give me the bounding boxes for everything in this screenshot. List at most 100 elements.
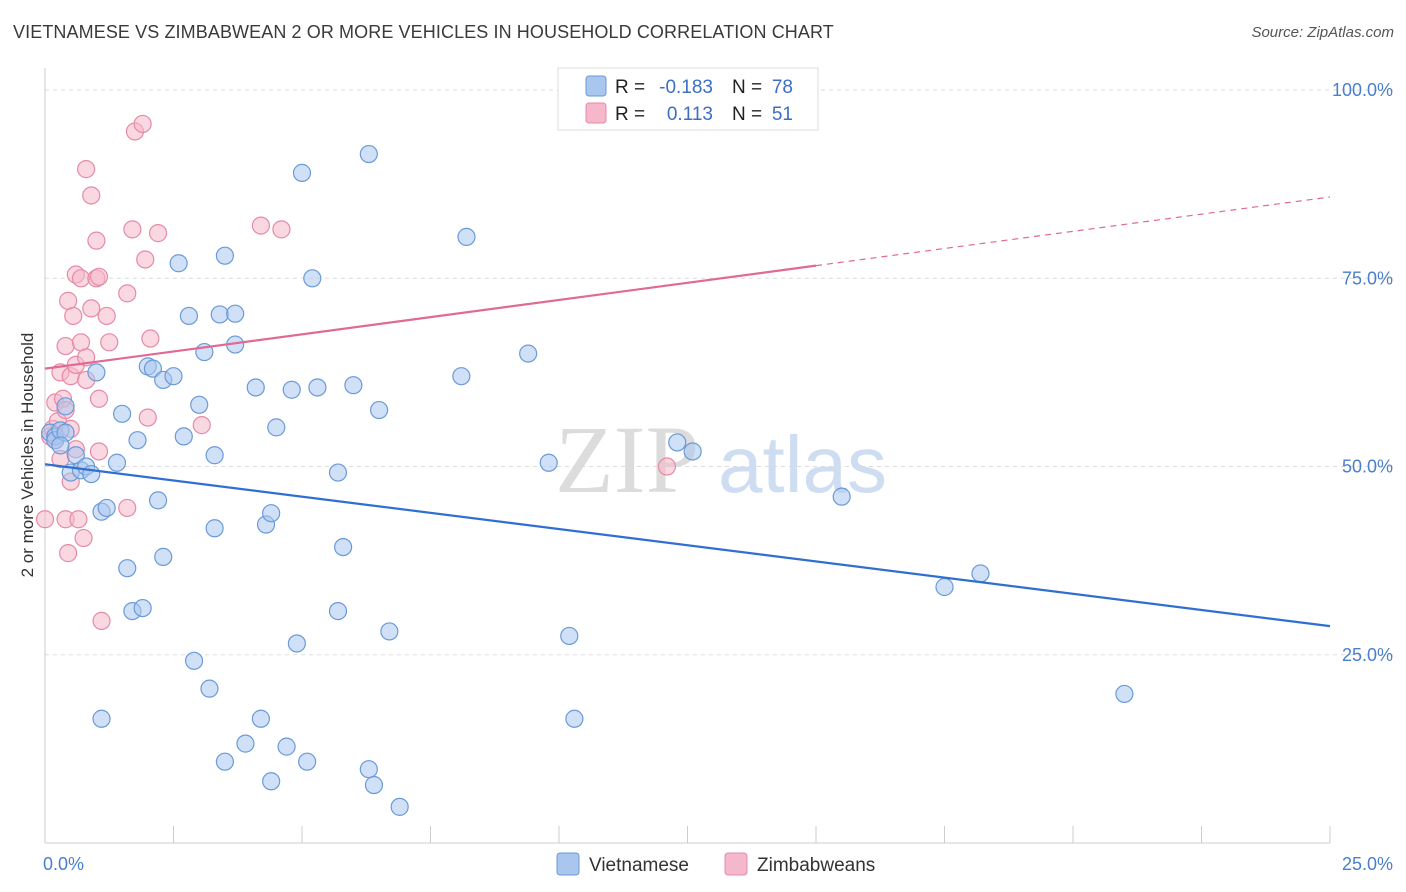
zimbabwean-point [89,267,109,286]
vietnamese-point [328,601,348,621]
vietnamese-point [236,734,255,753]
zimbabwean-point [69,510,88,529]
zimbabwean-point [100,333,119,352]
vietnamese-point [683,442,702,461]
vietnamese-point [668,433,687,452]
vietnamese-point [359,144,378,164]
vietnamese-point [87,363,106,382]
vietnamese-point [169,254,188,273]
vietnamese-point [82,464,101,484]
trend-lines [44,196,1331,628]
vietnamese-point [287,634,306,653]
vietnamese-point [303,269,322,288]
x-tick-label: 25.0% [1342,854,1393,874]
zimbabwean-point [74,528,93,548]
y-tick-label: 75.0% [1342,268,1393,288]
vietnamese-point [308,378,327,397]
y-tick-label: 50.0% [1342,457,1393,477]
y-tick-label: 25.0% [1342,645,1393,665]
vietnamese-point [164,367,183,386]
top-legend: R = -0.183 N = 78 R = 0.113 N = 51 [557,67,819,131]
vietnamese-point [174,427,193,446]
vietnamese-point [190,395,209,414]
zimbabwean-point [87,231,106,250]
gridlines [45,89,1395,656]
vietnamese-point [565,709,584,728]
zimbabwean-point [56,336,75,356]
vietnamese-point [92,709,111,728]
bottom-legend-label-zimbabwean: Zimbabweans [757,855,875,876]
zimbabwean-trend-line [44,264,817,370]
vietnamese-point [1115,684,1134,704]
chart-title: VIETNAMESE VS ZIMBABWEAN 2 OR MORE VEHIC… [13,22,834,42]
vietnamese-point [200,679,219,698]
vietnamese-point [935,577,954,597]
vietnamese-points [41,144,1134,816]
vietnamese-point [133,598,152,618]
zimbabwean-point [141,329,160,348]
vietnamese-point [390,797,409,816]
x-tick-labels: 0.0% 25.0% [43,854,1393,874]
vietnamese-point [262,772,281,791]
zimbabwean-point [89,442,109,461]
x-tick-label: 0.0% [43,854,84,874]
vietnamese-point [226,304,245,323]
vietnamese-point [971,564,990,583]
vietnamese-point [277,737,296,756]
zimbabwean-point [64,306,83,326]
zimbabwean-point [97,306,116,326]
zimbabwean-point [71,333,91,352]
vietnamese-point [56,397,75,416]
bottom-legend-swatch-zimbabwean [724,852,748,876]
vietnamese-point [51,436,70,455]
vietnamese-point [267,418,286,437]
vietnamese-point [143,359,163,378]
vietnamese-point [210,305,229,324]
zimbabwean-point [118,498,137,518]
legend-r-label-vietnamese: R = [615,77,645,98]
legend-r-label-zimbabwean: R = [615,104,645,125]
vietnamese-point [112,404,132,423]
vietnamese-point [560,626,579,646]
vietnamese-point [215,246,234,265]
zimbabwean-point [251,216,270,235]
vietnamese-point [128,431,147,450]
vietnamese-point [262,504,281,523]
axes [44,68,1331,844]
vietnamese-point [452,367,471,386]
vietnamese-point [246,378,265,397]
bottom-legend: Vietnamese Zimbabweans [556,852,875,876]
vietnamese-point [292,163,312,182]
vietnamese-point [298,752,317,771]
watermark-atlas: atlas [718,420,887,509]
vietnamese-point [380,622,399,641]
vietnamese-point [205,519,224,538]
vietnamese-point [154,547,173,566]
y-tick-label: 100.0% [1332,80,1393,100]
zimbabwean-point [59,291,78,310]
vietnamese-point [179,306,199,326]
zimbabwean-point [71,269,91,288]
legend-swatch-vietnamese [585,75,607,97]
zimbabwean-point [123,220,142,239]
vietnamese-point [370,400,389,420]
legend-r-value-vietnamese: -0.183 [659,77,713,98]
vietnamese-point [328,463,348,482]
y-tick-labels: 25.0% 50.0% 75.0% 100.0% [1332,80,1393,665]
zimbabwean-point [148,224,168,243]
vietnamese-point [364,775,384,795]
legend-n-label-vietnamese: N = [732,77,762,98]
zimbabwean-point [77,160,96,179]
zimbabwean-point [82,299,101,318]
y-axis-label: 2 or more Vehicles in Household [18,333,37,578]
vietnamese-point [344,376,363,395]
zimbabwean-point [59,544,78,563]
zimbabwean-points [35,114,677,630]
zimbabwean-point [133,114,152,134]
vietnamese-trend-line [44,463,1331,628]
vietnamese-point [334,537,353,557]
legend-n-value-zimbabwean: 51 [772,104,793,125]
vietnamese-point [107,453,127,472]
zimbabwean-point [118,284,137,303]
